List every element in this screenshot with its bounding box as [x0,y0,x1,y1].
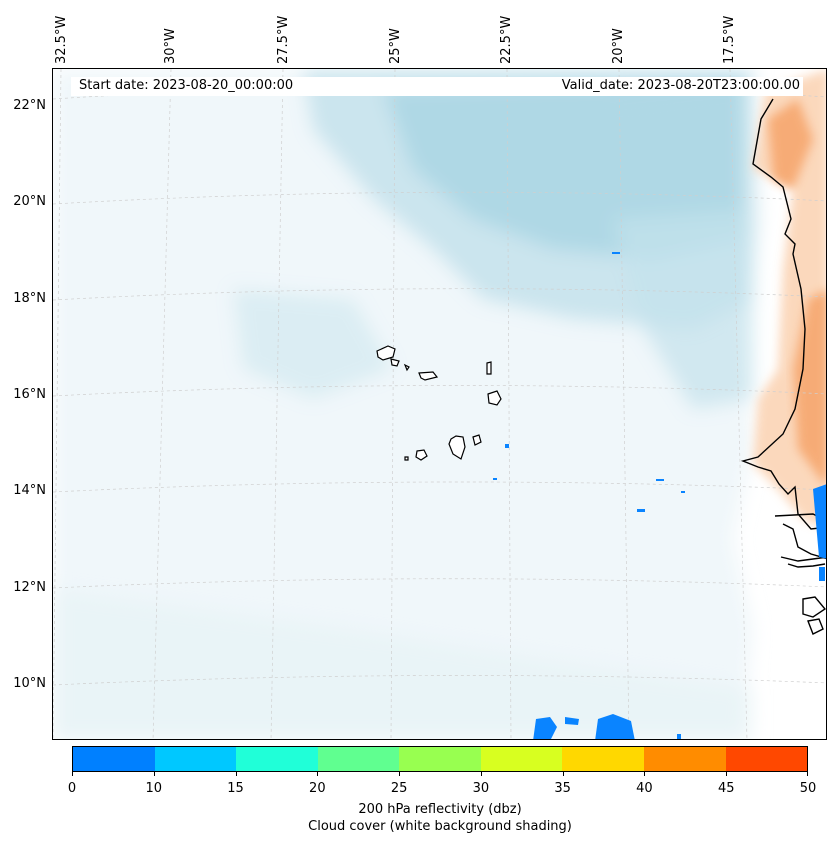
colorbar-segment [562,747,644,771]
lat-label-22n: 22°N [13,98,46,113]
colorbar-tick [644,772,646,776]
colorbar-subtitle: Cloud cover (white background shading) [308,819,572,834]
start-date-label: Start date: 2023-08-20_00:00:00 [79,78,294,93]
colorbar-tick [562,772,564,776]
lon-label-22-5w: 22.5°W [499,15,514,64]
lon-label-20w: 20°W [611,28,626,64]
colorbar-tick-label: 10 [145,781,163,796]
reflectivity-colorbar [72,746,808,772]
valid-date-label: Valid_date: 2023-08-20T23:00:00.00 [561,78,800,93]
colorbar-segment [480,747,563,771]
colorbar-tick-label: 0 [67,781,77,796]
colorbar-tick-label: 20 [309,781,326,796]
colorbar-tick [399,772,401,776]
lon-label-27-5w: 27.5°W [276,15,291,64]
lat-label-12n: 12°N [13,580,46,595]
lat-label-10n: 10°N [13,676,46,691]
colorbar-tick-label: 25 [390,781,408,796]
lat-label-18n: 18°N [13,291,46,306]
lat-label-14n: 14°N [13,483,46,498]
header-strip [71,77,803,96]
colorbar-segment [399,747,481,771]
cloud-cover-shading [53,69,763,739]
longitude-labels: 32.5°W 30°W 27.5°W 25°W 22.5°W 20°W 17.5… [0,0,837,66]
colorbar-title: 200 hPa reflectivity (dbz) [358,802,522,817]
colorbar-segment [317,747,400,771]
colorbar-segment [643,747,726,771]
colorbar-tick [807,772,808,776]
colorbar-tick [72,772,73,776]
lon-label-32-5w: 32.5°W [54,15,69,64]
colorbar-tick [153,772,155,776]
colorbar-tick [480,772,482,776]
colorbar-tick [317,772,319,776]
reflectivity-patches [493,252,826,739]
colorbar-segment [73,747,155,771]
lat-label-20n: 20°N [13,194,46,209]
cape-verde-islands [376,345,502,461]
land-shading [753,69,826,529]
colorbar-tick-label: 45 [717,781,735,796]
colorbar-tick-label: 35 [554,781,571,796]
colorbar-tick [726,772,728,776]
colorbar-segment [154,747,237,771]
colorbar-tick-label: 30 [472,781,490,796]
map-canvas [53,69,826,739]
colorbar-tick-label: 40 [636,781,653,796]
colorbar-tick-label: 15 [227,781,244,796]
lon-label-30w: 30°W [163,28,178,64]
lat-label-16n: 16°N [13,387,46,402]
colorbar-segment [236,747,318,771]
lon-label-25w: 25°W [388,28,403,64]
colorbar-tick-label: 50 [799,781,817,796]
colorbar-tick [235,772,237,776]
lon-label-17-5w: 17.5°W [722,15,737,64]
map-panel[interactable]: Start date: 2023-08-20_00:00:00 Valid_da… [52,68,827,740]
colorbar-segment [725,747,808,771]
